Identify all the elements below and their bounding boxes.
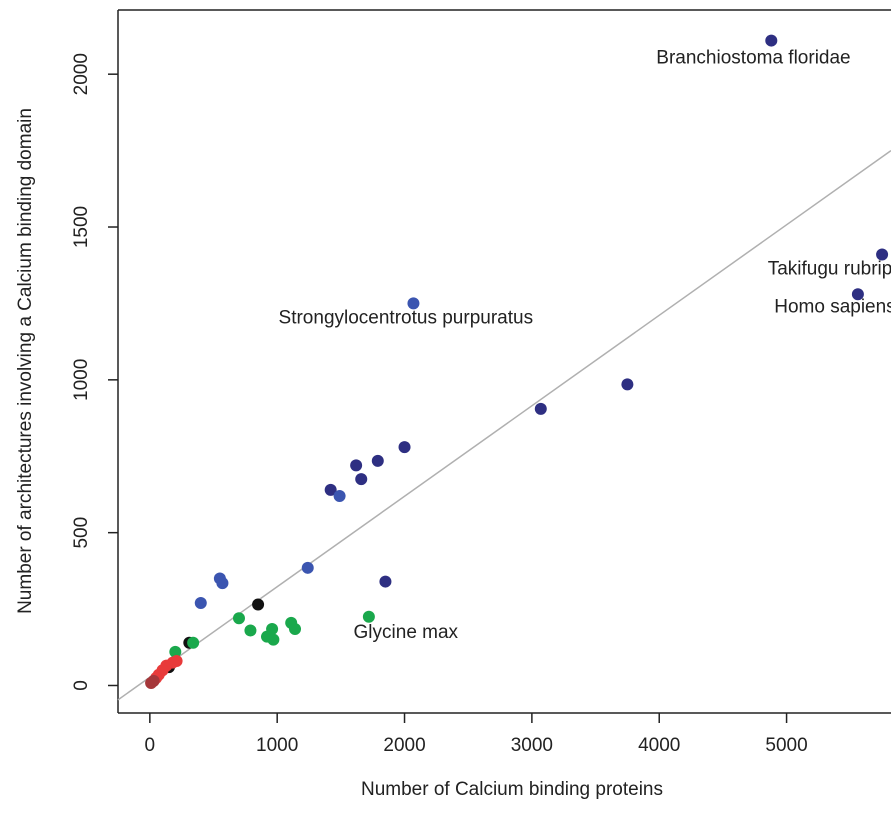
data-point-1 (765, 34, 778, 47)
data-point-4 (621, 378, 634, 391)
x-tick-label-1000: 1000 (256, 735, 298, 756)
data-point-2 (876, 248, 889, 261)
x-tick-label-4000: 4000 (638, 735, 680, 756)
y-tick-label-2000: 2000 (71, 53, 92, 95)
data-point-12 (333, 489, 346, 502)
data-point-24 (289, 622, 302, 635)
data-points (145, 34, 889, 690)
x-axis-title: Number of Calcium binding proteins (361, 779, 663, 800)
x-tick-label-0: 0 (145, 735, 156, 756)
data-point-28 (267, 633, 280, 646)
y-tick-label-500: 500 (71, 517, 92, 549)
y-axis-title: Number of architectures involving a Calc… (15, 108, 36, 614)
x-axis: 0 1000 2000 3000 4000 5000 (145, 713, 808, 756)
regression-line (117, 149, 891, 701)
data-point-26 (244, 624, 257, 637)
x-tick-label-2000: 2000 (383, 735, 425, 756)
data-point-14 (301, 561, 314, 574)
data-point-8 (371, 454, 384, 467)
data-point-6 (407, 297, 420, 310)
data-point-3 (851, 288, 864, 301)
plot-area (117, 9, 891, 714)
data-point-17 (194, 596, 207, 609)
x-tick-label-5000: 5000 (765, 735, 807, 756)
point-annotations: Branchiostoma floridae Takifugu rubripes H… (279, 47, 891, 643)
data-point-13 (379, 575, 392, 588)
data-point-22 (232, 612, 245, 625)
annotation-label-4: Strongylocentrotus purpuratus (279, 307, 534, 328)
annotation-label-5: Glycine max (354, 622, 459, 643)
y-tick-label-1000: 1000 (71, 359, 92, 401)
y-axis: 0 500 1000 1500 2000 (71, 53, 118, 691)
annotation-label-1: Branchiostoma floridae (656, 47, 850, 68)
data-point-10 (355, 473, 368, 486)
data-point-29 (187, 636, 200, 649)
x-tick-label-3000: 3000 (511, 735, 553, 756)
y-tick-label-0: 0 (71, 680, 92, 691)
data-point-11 (324, 483, 337, 496)
annotation-label-2: Takifugu rubripes (768, 258, 891, 279)
data-point-21 (362, 610, 375, 623)
data-point-30 (169, 645, 182, 658)
data-point-18 (252, 598, 265, 611)
data-point-16 (216, 577, 229, 590)
data-point-7 (398, 441, 411, 454)
annotation-label-3: Homo sapiens (774, 297, 891, 318)
data-point-38 (145, 677, 158, 690)
data-point-9 (350, 459, 363, 472)
y-tick-label-1500: 1500 (71, 206, 92, 248)
data-point-5 (534, 402, 547, 415)
